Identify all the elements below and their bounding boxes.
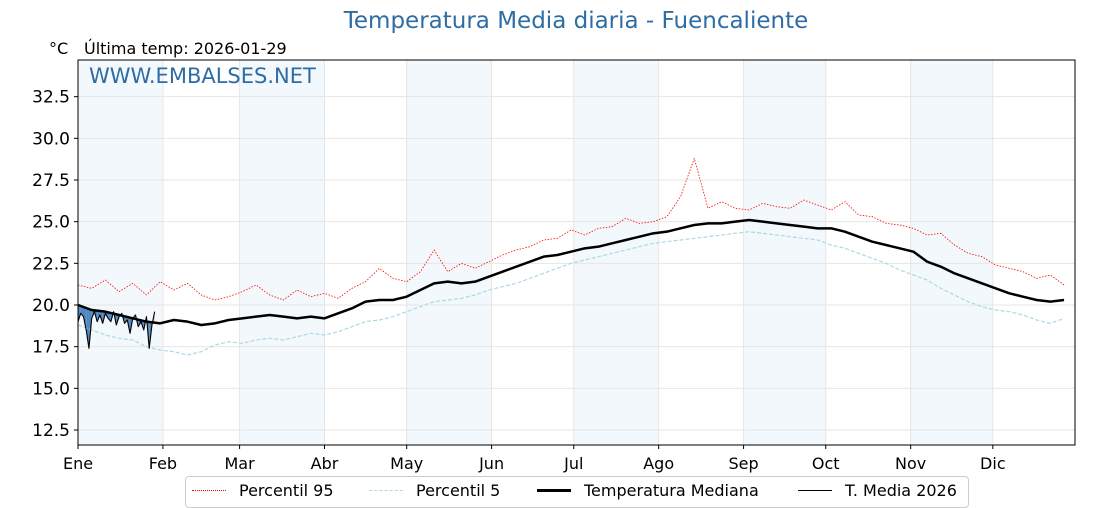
legend-item-median: Temperatura Mediana xyxy=(537,481,759,500)
watermark: WWW.EMBALSES.NET xyxy=(89,64,316,88)
legend-label-p95: Percentil 95 xyxy=(239,481,334,500)
y-tick-label: 25.0 xyxy=(32,213,70,233)
y-tick-label: 17.5 xyxy=(32,338,70,358)
legend-item-2026: T. Media 2026 xyxy=(798,481,957,500)
y-tick-label: 22.5 xyxy=(32,254,70,274)
x-tick-label: Jun xyxy=(478,454,504,473)
x-tick-label: May xyxy=(390,454,423,473)
legend-label-median: Temperatura Mediana xyxy=(584,481,759,500)
legend-item-p5: Percentil 5 xyxy=(369,481,500,500)
x-tick-label: Jul xyxy=(563,454,583,473)
x-tick-label: Oct xyxy=(812,454,840,473)
legend-swatch-p95 xyxy=(192,490,226,491)
legend-label-p5: Percentil 5 xyxy=(416,481,501,500)
month-band xyxy=(239,60,325,445)
legend-item-p95: Percentil 95 xyxy=(192,481,334,500)
unit-label: °C xyxy=(49,39,69,58)
month-band xyxy=(743,60,826,445)
series-median-line xyxy=(77,218,1065,327)
fill-below-median xyxy=(86,308,89,349)
x-tick-label: Ago xyxy=(643,454,674,473)
series-2026-line xyxy=(77,311,156,349)
x-tick-label: Abr xyxy=(311,454,339,473)
legend-label-2026: T. Media 2026 xyxy=(845,481,957,500)
month-band xyxy=(406,60,492,445)
month-band xyxy=(78,60,163,445)
last-temp-label: Última temp: 2026-01-29 xyxy=(84,39,287,58)
fill-below-median xyxy=(108,312,111,322)
chart-title: Temperatura Media diaria - Fuencaliente xyxy=(343,8,809,34)
legend: Percentil 95 Percentil 5 Temperatura Med… xyxy=(185,476,969,508)
series-p5-line xyxy=(77,231,1065,356)
legend-swatch-median xyxy=(537,489,571,492)
x-tick-label: Feb xyxy=(149,454,177,473)
legend-swatch-2026 xyxy=(798,490,832,491)
y-tick-label: 12.5 xyxy=(32,421,70,441)
legend-swatch-p5 xyxy=(369,490,403,491)
y-tick-label: 32.5 xyxy=(32,88,70,108)
fill-below-median xyxy=(78,305,81,322)
x-tick-label: Sep xyxy=(729,454,759,473)
y-tick-label: 15.0 xyxy=(32,379,70,399)
x-tick-label: Dic xyxy=(980,454,1006,473)
x-tick-label: Nov xyxy=(895,454,926,473)
month-band xyxy=(910,60,993,445)
y-tick-label: 27.5 xyxy=(32,171,70,191)
x-tick-label: Ene xyxy=(63,454,93,473)
x-tick-label: Mar xyxy=(225,454,256,473)
plot-frame xyxy=(77,59,1076,446)
y-tick-label: 20.0 xyxy=(32,296,70,316)
y-tick-label: 30.0 xyxy=(32,129,70,149)
